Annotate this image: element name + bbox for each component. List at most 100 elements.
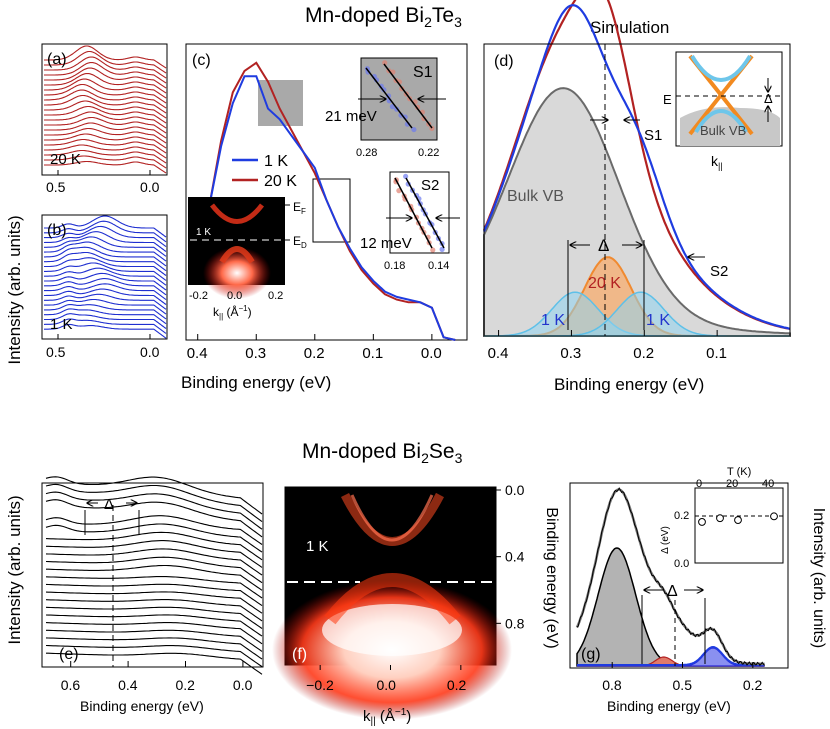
inset-data-point xyxy=(771,513,778,520)
xtick-label: 0.0 xyxy=(377,677,397,693)
spectrum-trace xyxy=(44,85,166,104)
panel-g-label: (g) xyxy=(581,646,601,663)
xtick-label: 0.4 xyxy=(488,345,509,362)
panel-e-xlabel: Binding energy (eV) xyxy=(80,698,204,714)
xtick-label: 0.2 xyxy=(743,677,763,693)
spectrum-trace xyxy=(44,263,166,280)
panel-c-legend: 1 K 20 K xyxy=(232,153,297,190)
inset-map-xtick: 0.0 xyxy=(227,290,242,302)
inset-data-point xyxy=(717,515,724,522)
panel-e-curves xyxy=(46,477,262,675)
spectrum-trace xyxy=(44,74,166,94)
inset-map-ef: EF xyxy=(293,200,306,216)
panel-d-delta: Δ xyxy=(598,236,609,255)
spectrum-trace xyxy=(46,577,262,598)
inset-g-xtick: 40 xyxy=(762,478,774,490)
ytick-label: 0.8 xyxy=(505,615,525,631)
panel-a-temp: 20 K xyxy=(50,151,81,168)
spectrum-trace xyxy=(44,134,166,148)
panel-e-xticks: 0.6 0.4 0.2 0.0 xyxy=(61,661,253,693)
inset-g-frame xyxy=(695,488,783,563)
spectrum-trace xyxy=(44,129,166,144)
panel-c-xticks: 0.4 0.3 0.2 0.1 0.0 xyxy=(187,334,442,362)
panel-d-1k-right-label: 1 K xyxy=(646,312,670,329)
xtick-label: 0.0 xyxy=(421,345,442,362)
panel-e-ylabel: Intensity (arb. units) xyxy=(5,495,24,644)
panel-e: Intensity (arb. units) Δ (e) 0.6 0.4 0.2 0.… xyxy=(5,477,263,714)
xtick-label: 0.2 xyxy=(304,345,325,362)
inset-map-xtick: 0.2 xyxy=(268,290,283,302)
xtick-label: 0.0 xyxy=(233,677,253,693)
left-ylabel: Intensity (arb. units) xyxy=(5,215,24,364)
panel-g-xlabel: Binding energy (eV) xyxy=(607,698,731,714)
panel-g-inset: T (K) 0 20 40 0.2 0.0 Δ (eV) xyxy=(660,466,783,570)
panel-f: 1 K (f) −0.2 0.0 0.2 0.0 0.4 0.8 k|| (Å−1) Bi… xyxy=(272,482,560,727)
panel-e-delta: Δ xyxy=(104,496,114,513)
figure: Intensity (arb. units) (a) 20 K 0.5 0.0 … xyxy=(0,0,830,729)
panel-d-s2-label: S2 xyxy=(710,263,728,280)
spectrum-trace xyxy=(46,477,262,514)
xtick-label: 0.2 xyxy=(633,345,654,362)
spectrum-trace xyxy=(44,68,166,88)
spectrum-trace xyxy=(46,541,262,568)
panel-g-delta: Δ xyxy=(667,583,678,600)
xtick-label: 0.8 xyxy=(602,677,622,693)
inset-s1-label: S1 xyxy=(413,64,433,81)
panel-f-temp: 1 K xyxy=(306,538,329,555)
xtick-label: 0.4 xyxy=(187,345,208,362)
inset-data-point xyxy=(735,517,742,524)
panel-a-label: (a) xyxy=(47,51,67,68)
inset-g-ytick: 0.0 xyxy=(674,558,689,570)
inset-s2-xtick: 0.18 xyxy=(384,260,405,272)
spectrum-trace xyxy=(46,516,262,545)
inset-s1-xtick: 0.28 xyxy=(356,147,377,159)
panel-a: (a) 20 K 0.5 0.0 xyxy=(42,44,167,195)
panel-b: (b) 1 K 0.5 0.0 xyxy=(42,215,167,360)
panel-f-label: (f) xyxy=(292,646,307,663)
panel-d-label: (d) xyxy=(494,53,514,70)
xtick-label: 0.4 xyxy=(118,677,138,693)
panel-d-bulk-label: Bulk VB xyxy=(507,188,564,205)
legend-label-20k: 20 K xyxy=(264,173,297,190)
ytick-label: 0.4 xyxy=(505,549,525,565)
inset-s2-xtick: 0.14 xyxy=(428,260,449,272)
inset-map-temp: 1 K xyxy=(196,227,211,238)
spectrum-trace xyxy=(44,253,166,271)
panel-c-inset-s2: S2 12 meV 0.18 0.14 xyxy=(360,172,460,272)
inset-d-k-label: k|| xyxy=(711,153,723,171)
panel-e-frame xyxy=(42,483,263,667)
ytick-label: 0.0 xyxy=(505,482,525,498)
panel-g-bulk-peak xyxy=(577,548,765,666)
xtick-label: 0.2 xyxy=(176,677,196,693)
inset-map-ed: ED xyxy=(293,234,307,250)
spectrum-trace xyxy=(46,607,262,628)
xtick-label: 0.3 xyxy=(560,345,581,362)
spectrum-trace xyxy=(44,268,166,285)
panel-d: (d) Bulk VB S1 S2 Δ 20 K 1 K 1 K Δ Bulk … xyxy=(484,0,790,394)
panel-c-label: (c) xyxy=(192,52,211,69)
inset-d-bulk-label: Bulk VB xyxy=(700,123,746,138)
inset-data-point xyxy=(699,519,706,526)
xtick-label: −0.2 xyxy=(306,677,334,693)
panel-a-tick-label: 0.0 xyxy=(140,179,160,195)
inset-g-ytick: 0.2 xyxy=(674,510,689,522)
inset-g-xtick: 20 xyxy=(726,478,738,490)
spectrum-trace xyxy=(46,623,262,644)
panel-b-temp: 1 K xyxy=(50,316,73,333)
panel-b-label: (b) xyxy=(47,222,67,239)
panel-d-inset: Δ Bulk VB E k|| xyxy=(663,52,782,171)
inset-s2-value: 12 meV xyxy=(360,235,412,252)
panel-f-xlabel: k|| (Å−1) xyxy=(363,707,411,727)
inset-data-dot xyxy=(430,247,435,252)
inset-map-xtick: -0.2 xyxy=(189,290,208,302)
panel-d-xlabel: Binding energy (eV) xyxy=(554,375,704,394)
panel-a-tick-label: 0.5 xyxy=(46,179,66,195)
xtick-label: 0.2 xyxy=(447,677,467,693)
xtick-label: 0.1 xyxy=(706,345,727,362)
panel-e-label: (e) xyxy=(59,646,79,663)
panel-g: Δ (g) T (K) 0 20 40 0.2 0.0 Δ (eV) 0.8 0.… xyxy=(570,466,827,714)
xtick-label: 0.6 xyxy=(61,677,81,693)
xtick-label: 0.3 xyxy=(245,345,266,362)
panel-g-right-ylabel: Intensity (arb. units) xyxy=(810,508,827,649)
inset-s1-value: 21 meV xyxy=(325,108,377,125)
